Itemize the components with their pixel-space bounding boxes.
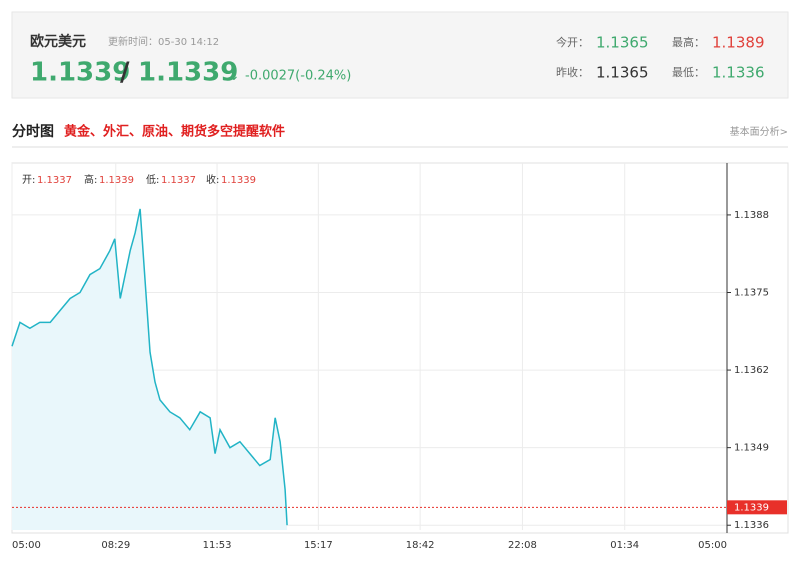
ohlc-label: 高: xyxy=(84,173,97,186)
ohlc-row: 开: 1.1337 高: 1.1339 低: 1.1337 收: 1.1339 xyxy=(22,173,256,186)
x-tick-label: 05:00 xyxy=(698,540,727,551)
x-tick-label: 01:34 xyxy=(610,540,639,551)
current-price-label: 1.1339 xyxy=(734,502,769,513)
update-time: 更新时间：05-30 14:12 xyxy=(108,35,219,48)
ohlc-value: 1.1337 xyxy=(161,175,196,186)
stat-label: 昨收： xyxy=(556,65,589,79)
down-arrow: ↓ xyxy=(228,68,240,84)
analysis-link[interactable]: 基本面分析> xyxy=(730,125,788,138)
y-tick-label: 1.1388 xyxy=(734,210,769,221)
stat-value: 1.1365 xyxy=(596,34,649,52)
ohlc-value: 1.1339 xyxy=(221,175,256,186)
y-tick-label: 1.1336 xyxy=(734,520,769,531)
plot: 05:00 08:29 11:53 15:17 18:42 22:08 01:34 05:00… xyxy=(11,163,787,551)
bid: 1.1339 xyxy=(30,58,130,88)
price-line xyxy=(11,208,288,526)
ohlc-label: 收: xyxy=(206,173,219,186)
section-title: 分时图 xyxy=(12,123,54,140)
ohlc-label: 低: xyxy=(146,173,159,186)
stat-value: 1.1336 xyxy=(712,64,765,82)
x-tick-label: 11:53 xyxy=(203,540,232,551)
slash: / xyxy=(120,58,130,88)
stat-value: 1.1389 xyxy=(712,34,765,52)
area-fill xyxy=(12,208,288,531)
ask: 1.1339 xyxy=(138,58,238,88)
change: -0.0027(-0.24%) xyxy=(245,69,351,84)
y-tick-label: 1.1362 xyxy=(734,365,769,376)
ohlc-label: 开: xyxy=(22,175,35,186)
x-tick-label: 08:29 xyxy=(101,540,130,551)
x-tick-label: 15:17 xyxy=(304,540,333,551)
y-tick-label: 1.1375 xyxy=(734,287,769,298)
stat-label: 最高： xyxy=(672,35,705,49)
ohlc-value: 1.1337 xyxy=(37,175,72,186)
x-tick-label: 18:42 xyxy=(406,540,435,551)
stat-value: 1.1365 xyxy=(596,64,649,82)
y-tick-label: 1.1349 xyxy=(734,443,769,454)
stat-label: 今开： xyxy=(556,35,589,49)
x-tick-label: 22:08 xyxy=(508,540,537,551)
current-price-box xyxy=(727,500,787,515)
header-box xyxy=(11,11,789,99)
stat-label: 最低： xyxy=(672,66,705,79)
promo-link[interactable]: 黄金、外汇、原油、期货多空提醒软件 xyxy=(64,124,285,140)
title: 欧元美元 xyxy=(30,33,86,50)
ohlc-value: 1.1339 xyxy=(99,175,134,186)
x-tick-label: 05:00 xyxy=(12,540,41,551)
